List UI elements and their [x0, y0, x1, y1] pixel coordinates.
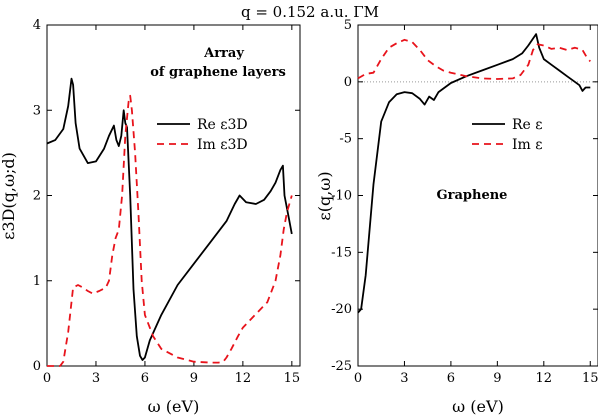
- x-tick-label: 15: [582, 371, 598, 386]
- y-tick-label: -15: [331, 245, 352, 260]
- legend-label: Im ε: [512, 137, 543, 153]
- legend-label: Re ε: [512, 117, 543, 133]
- x-axis-label: ω (eV): [452, 397, 504, 416]
- right-panel-graphene: 0 3 6 9 12 15 -25 -20 -15 -10 -5 0 5 ω (eV) ε(q,ω) Grap…: [315, 18, 598, 416]
- series-line-imag: [357, 38, 591, 80]
- legend-label: Im ε3D: [197, 137, 248, 153]
- x-tick-label: 3: [92, 371, 100, 386]
- y-tick-label: 3: [33, 103, 41, 118]
- y-tick-label: -10: [331, 189, 352, 204]
- x-axis-label: ω (eV): [148, 397, 200, 416]
- y-tick-label: 1: [33, 274, 41, 289]
- y-tick-label: -5: [339, 132, 352, 147]
- y-tick-label: 4: [33, 18, 41, 33]
- x-tick-label: 6: [447, 371, 455, 386]
- x-tick-label: 0: [43, 371, 51, 386]
- x-tick-label: 0: [354, 371, 362, 386]
- x-tick-label: 3: [400, 371, 408, 386]
- panel-annotation: of graphene layers: [150, 65, 286, 80]
- y-tick-label: 2: [33, 189, 41, 204]
- x-tick-label: 12: [536, 371, 553, 386]
- x-tick-label: 9: [190, 371, 198, 386]
- y-tick-label: 0: [344, 75, 352, 90]
- y-tick-label: 0: [33, 359, 41, 374]
- series-line-real: [357, 33, 591, 314]
- panel-annotation: Graphene: [437, 188, 508, 203]
- panel-annotation: Array: [203, 46, 244, 61]
- y-tick-label: 5: [344, 18, 352, 33]
- series-line-imag: [47, 94, 293, 367]
- x-tick-label: 6: [141, 371, 149, 386]
- x-tick-label: 9: [493, 371, 501, 386]
- series-line-real: [46, 77, 293, 361]
- x-tick-label: 12: [235, 371, 252, 386]
- figure-title: q = 0.152 a.u. ΓM: [241, 3, 379, 21]
- y-axis-label: ε(q,ω): [315, 171, 334, 220]
- x-tick-label: 15: [284, 371, 301, 386]
- y-tick-label: -25: [331, 359, 352, 374]
- y-tick-label: -20: [331, 302, 352, 317]
- y-axis-label: ε3D(q,ω;d): [0, 152, 18, 240]
- legend-label: Re ε3D: [197, 117, 248, 133]
